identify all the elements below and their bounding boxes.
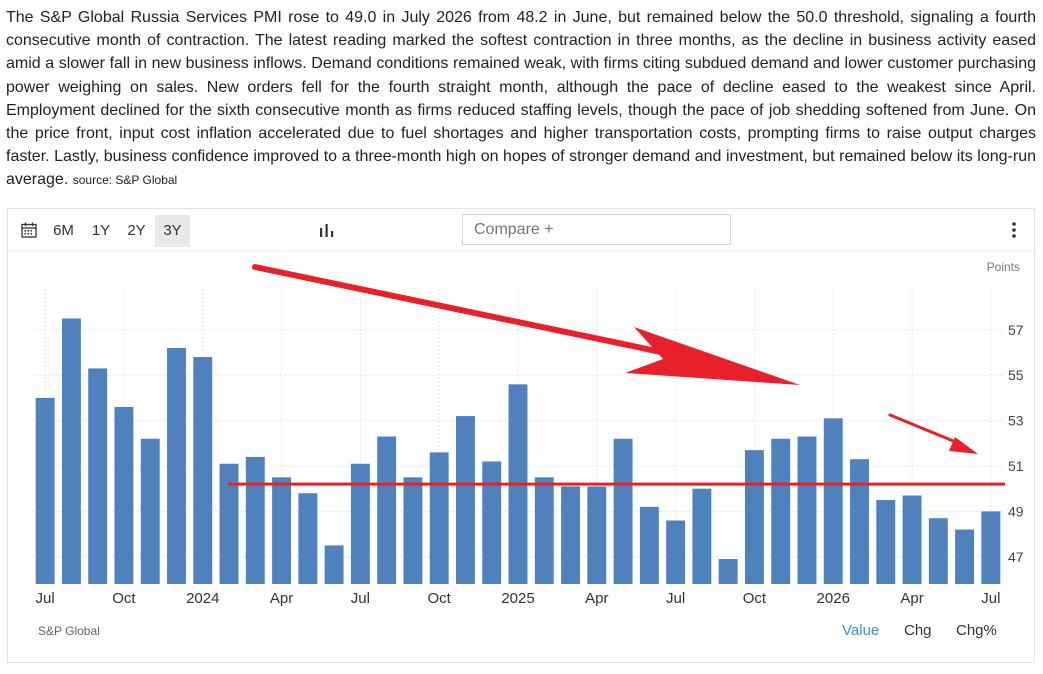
bar [850,459,869,584]
bar [482,461,502,584]
x-tick-label: Jul [351,590,370,607]
bar [613,438,633,584]
bar [797,436,817,584]
x-tick-label: Oct [112,590,136,607]
chart-summary: The S&P Global Russia Services PMI rose … [6,6,1036,193]
x-tick-label: Apr [270,590,293,607]
trend-down-arrow-small-head [949,437,978,454]
bar [193,357,213,584]
bar [377,436,397,584]
bar-chart: Points 47 49 51 53 55 57 Jul Oct 2024 Apr Jul Oct 20… [8,250,1034,607]
chart-panel: 6M 1Y 2Y 3Y Points 47 49 51 53 55 57 Jul Oct 202… [7,208,1035,663]
y-tick-label: 57 [1008,322,1024,338]
bar [666,520,686,584]
bar [298,493,318,584]
bar [744,450,764,584]
bar [692,488,712,584]
bar [981,511,1001,584]
bar [456,416,475,584]
x-tick-label: Apr [585,590,608,607]
bar [272,477,292,584]
y-tick-label: 55 [1008,367,1024,383]
x-tick-label: Oct [428,590,452,607]
y-tick-label: 53 [1008,413,1024,429]
bar [403,477,423,584]
chart-toolbar: 6M 1Y 2Y 3Y [8,209,1034,251]
compare-input[interactable] [462,214,731,245]
x-tick-label: 2024 [186,590,219,607]
bar [771,438,791,584]
x-tick-label: Apr [900,590,923,607]
bar [140,438,160,584]
bar [718,559,738,584]
x-tick-label: Oct [743,590,767,607]
bar [88,368,108,584]
bar [876,500,896,584]
bar [955,529,975,584]
bar [61,318,81,584]
x-tick-label: 2025 [501,590,534,607]
range-1y-button[interactable]: 1Y [91,222,111,239]
bar [928,518,948,584]
range-2y-button[interactable]: 2Y [127,222,146,239]
y-tick-label: 51 [1008,458,1024,474]
calendar-icon[interactable] [21,222,37,238]
footer-source: S&P Global [38,624,100,638]
vertical-dots-icon[interactable] [1010,221,1018,239]
bar [587,486,607,584]
x-tick-label: Jul [666,590,685,607]
range-6m-button[interactable]: 6M [53,222,74,239]
bar [114,407,134,584]
bar [219,463,239,584]
bar [324,545,344,584]
range-3y-button[interactable]: 3Y [155,215,190,247]
bar [350,463,370,584]
y-tick-label: 47 [1008,549,1024,565]
tab-chg-percent[interactable]: Chg% [956,622,997,639]
y-tick-label: 49 [1008,503,1024,519]
bar [561,486,580,584]
bar [823,418,843,584]
trend-down-arrow-small-shaft [888,413,965,447]
x-tick-label: 2026 [817,590,850,607]
bar [429,452,449,584]
bar-chart-icon[interactable] [319,223,335,238]
bar [167,348,186,584]
tab-chg[interactable]: Chg [904,622,932,639]
tab-value[interactable]: Value [842,622,880,639]
bar [534,477,554,584]
summary-source: source: S&P Global [72,173,178,188]
bar [639,506,659,584]
bar [902,495,922,584]
bar [35,397,55,584]
trend-down-arrow-large-head [625,327,800,385]
trend-down-arrow-large-shaft [252,264,731,369]
y-axis-unit-label: Points [987,260,1020,274]
x-tick-label: Jul [981,590,1000,607]
summary-text: The S&P Global Russia Services PMI rose … [6,9,1036,189]
bar [245,456,265,584]
x-tick-label: Jul [36,590,55,607]
